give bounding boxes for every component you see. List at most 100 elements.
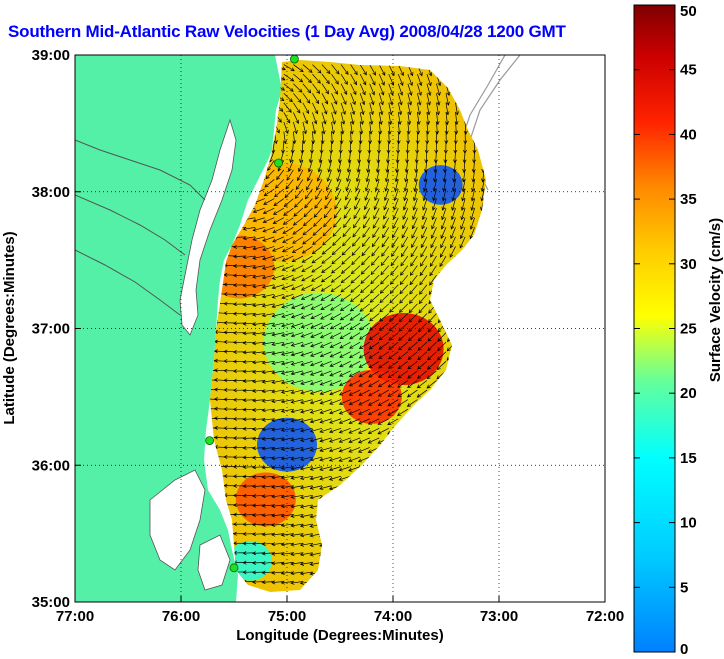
velocity-arrow [398, 341, 409, 351]
x-tick-label: 75:00 [268, 608, 306, 625]
velocity-arrow [420, 246, 428, 257]
velocity-arrow-head [427, 82, 432, 87]
velocity-arrow-head [242, 331, 247, 336]
velocity-arrow-head [316, 186, 320, 191]
velocity-arrow [311, 141, 313, 154]
velocity-arrow [233, 255, 246, 257]
velocity-arrow [398, 322, 409, 332]
velocity-arrow-head [378, 130, 383, 135]
velocity-arrow-head [449, 253, 454, 258]
velocity-arrow [377, 418, 389, 425]
velocity-arrow-head [308, 159, 313, 164]
velocity-arrow-head [314, 110, 319, 115]
velocity-arrow-head [377, 411, 382, 416]
velocity-arrow-head [271, 313, 276, 318]
velocity-arrow-head [389, 308, 394, 313]
velocity-arrow [252, 533, 265, 535]
velocity-arrow [243, 351, 256, 353]
velocity-arrow [330, 351, 342, 358]
velocity-arrow [436, 83, 440, 96]
velocity-arrow [359, 303, 370, 312]
velocity-arrow [349, 332, 361, 340]
velocity-arrow-head [368, 355, 373, 359]
velocity-arrow [451, 208, 456, 220]
velocity-arrow-head [411, 243, 415, 248]
velocity-arrow-head [378, 345, 383, 350]
velocity-arrow-head [280, 494, 285, 499]
velocity-arrow-head [252, 446, 257, 451]
velocity-arrow-head [261, 484, 266, 489]
velocity-arrow [262, 542, 275, 545]
velocity-arrow [352, 236, 361, 247]
velocity-patch [418, 165, 463, 205]
velocity-arrow [302, 112, 308, 124]
velocity-arrow-head [470, 216, 474, 221]
velocity-arrow [451, 217, 456, 230]
velocity-arrow [410, 255, 418, 267]
velocity-arrow [300, 571, 313, 575]
velocity-arrow [306, 179, 313, 191]
velocity-arrow-head [348, 448, 353, 453]
velocity-arrow [368, 437, 380, 444]
velocity-arrow [387, 418, 399, 425]
y-tick-label: 35:00 [32, 594, 70, 611]
velocity-arrow [449, 246, 456, 258]
velocity-arrow-head [399, 299, 404, 304]
velocity-arrow [281, 533, 294, 536]
velocity-arrow-head [370, 270, 375, 275]
velocity-arrow-head [279, 107, 284, 112]
velocity-arrow-head [306, 99, 311, 104]
velocity-arrow-head [301, 277, 306, 282]
velocity-arrow [429, 274, 437, 286]
velocity-arrow-head [261, 456, 266, 460]
velocity-arrow-head [369, 120, 374, 125]
velocity-arrow [300, 504, 313, 508]
velocity-arrow-head [362, 224, 367, 229]
velocity-arrow-head [436, 366, 441, 370]
velocity-arrow-head [378, 327, 383, 331]
velocity-arrow-head [273, 202, 278, 207]
velocity-arrow-head [223, 292, 228, 297]
velocity-arrow-head [369, 326, 374, 331]
velocity-arrow [271, 370, 284, 374]
velocity-arrow-head [353, 81, 357, 86]
velocity-arrow [273, 217, 284, 224]
velocity-arrow-head [291, 258, 296, 263]
velocity-arrow [315, 188, 323, 200]
velocity-arrow-head [432, 187, 437, 192]
velocity-arrow [271, 418, 284, 421]
velocity-arrow-head [381, 71, 386, 76]
velocity-arrow-head [339, 382, 344, 387]
velocity-arrow-head [213, 416, 218, 421]
velocity-arrow [340, 93, 347, 105]
velocity-arrow-head [271, 580, 276, 585]
velocity-arrow [418, 322, 428, 332]
velocity-arrow [252, 485, 265, 487]
velocity-arrow-head [381, 252, 385, 257]
velocity-arrow [303, 207, 313, 217]
velocity-arrow-head [420, 262, 424, 267]
velocity-arrow-head [430, 234, 435, 239]
velocity-arrow [312, 131, 314, 144]
velocity-arrow [300, 351, 313, 356]
velocity-arrow-head [417, 365, 422, 370]
velocity-arrow-head [348, 467, 353, 472]
velocity-arrow-head [338, 477, 343, 481]
velocity-arrow-head [298, 88, 303, 93]
velocity-arrow [433, 179, 437, 192]
velocity-arrow [263, 198, 275, 205]
velocity-arrow-head [261, 561, 266, 566]
velocity-arrow-head [290, 77, 295, 82]
velocity-arrow-head [290, 342, 295, 347]
velocity-arrow-head [338, 401, 344, 405]
velocity-arrow [369, 83, 375, 95]
y-tick-label: 37:00 [32, 321, 70, 338]
velocity-arrow [291, 456, 303, 460]
velocity-arrow-head [353, 214, 358, 220]
velocity-arrow [293, 93, 302, 103]
velocity-arrow [359, 313, 370, 321]
velocity-arrow [348, 466, 361, 472]
velocity-arrow-head [301, 140, 306, 145]
velocity-arrow [369, 73, 376, 86]
